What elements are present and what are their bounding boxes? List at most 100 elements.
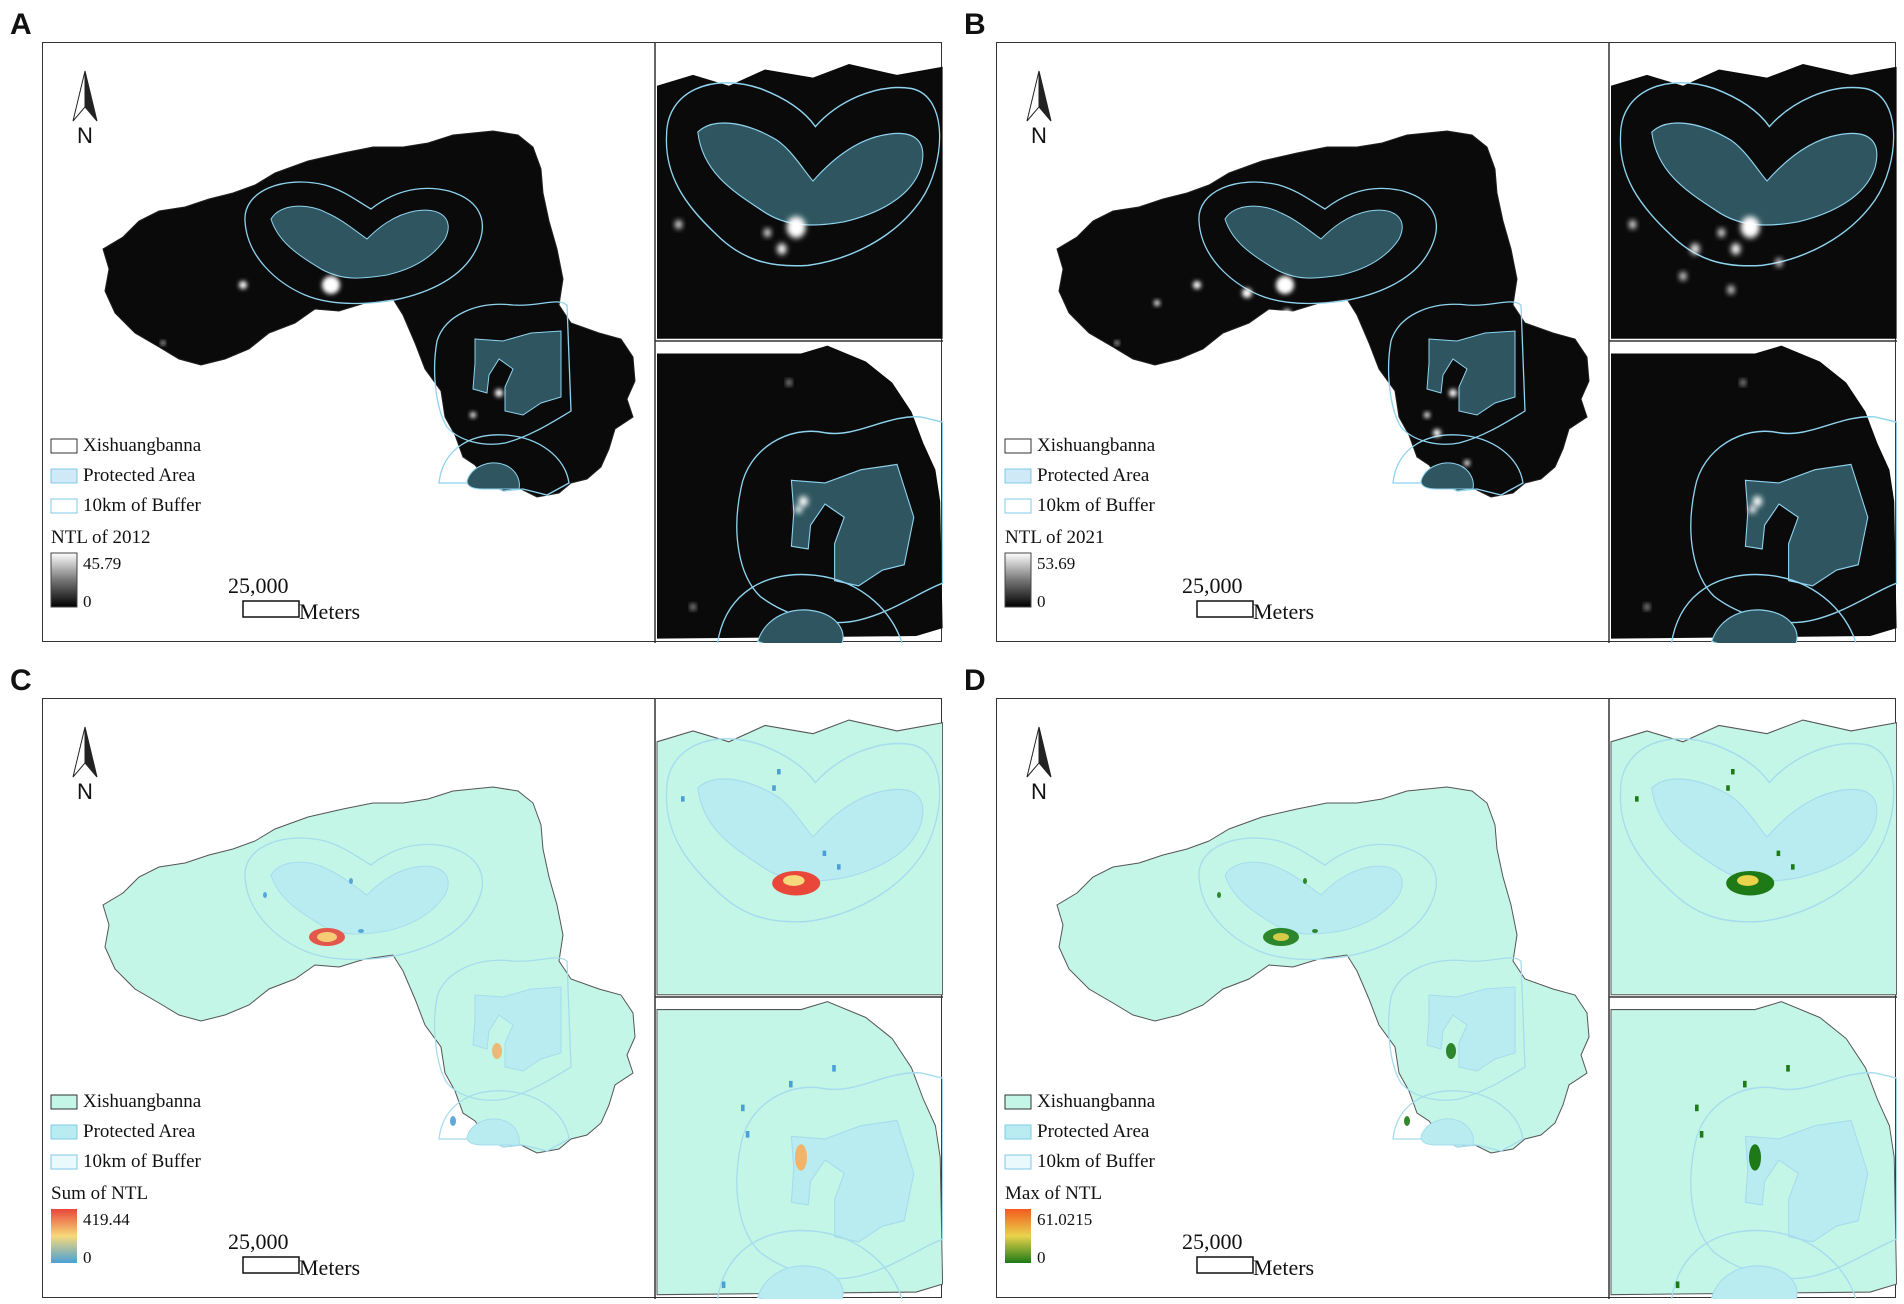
main-map [1056,130,1590,498]
light-spot [795,505,803,514]
scale-unit: Meters [299,1255,360,1280]
light-spot [777,243,787,255]
protected-area-south [466,462,520,490]
light-spot [1464,460,1470,466]
legend-swatch [50,468,78,484]
scale-bar-box [1196,1256,1254,1274]
legend-label-buffer: 10km of Buffer [83,495,202,516]
light-spot [1193,281,1201,289]
light-spot [1629,220,1637,229]
north-label: N [77,123,93,148]
main-map [102,786,636,1154]
legend: Xishuangbanna Protected Area 10km of Buffe… [1004,1091,1156,1267]
ntl-hotspot [822,850,827,857]
ntl-hotspot [1675,1281,1680,1289]
ntl-hotspot [1635,796,1639,802]
north-label: N [77,779,93,804]
light-spot [675,220,683,229]
main-map [1056,786,1590,1154]
legend-label-protected-area: Protected Area [83,1121,196,1142]
scale-bar-box [242,600,300,618]
inset-buffer [736,416,943,624]
inset-map-east [1610,1001,1897,1299]
light-spot [690,604,696,610]
ntl-hotspot [263,892,267,898]
scale-bar-box [242,1256,300,1274]
ntl-hotspot [450,1116,456,1126]
map-svg: N Xishuangbanna Protected Area 10km of Buff… [50,699,943,1299]
buffer-zone-north [1198,181,1437,305]
light-spot [470,412,476,418]
scale-unit: Meters [299,599,360,624]
north-arrow-icon: N [72,726,98,804]
panel-letter-b: B [964,8,986,41]
ramp-min-label: 0 [83,592,92,611]
inset-protected-area [697,778,924,882]
inset-protected-area [1744,1119,1869,1243]
protected-area-east [472,986,562,1072]
legend-label-region: Xishuangbanna [83,435,202,456]
light-spot [1424,412,1430,418]
inset-protected-area-south [1711,1265,1798,1299]
ramp-max-label: 45.79 [83,554,121,573]
light-spot [1752,496,1763,507]
legend-label-protected-area: Protected Area [83,465,196,486]
buffer-zone-north [244,837,483,961]
ramp-max-label: 53.69 [1037,554,1075,573]
buffer-zone-east [433,301,572,445]
light-spot [239,281,247,289]
ntl-hotspot [1726,785,1730,791]
ntl-hotspot [789,1080,793,1088]
legend-swatch [1004,1154,1032,1170]
legend-swatch [1004,1094,1032,1110]
scale-bar: 25,000 Meters [228,1229,360,1280]
scale-value: 25,000 [1182,1229,1243,1254]
legend-label-region: Xishuangbanna [1037,435,1156,456]
legend: Xishuangbanna Protected Area 10km of Buffe… [50,435,202,611]
legend-label-protected-area: Protected Area [1037,465,1150,486]
light-spot [1449,389,1457,397]
ntl-hotspot [795,1144,807,1171]
inset-map-east [656,1001,943,1299]
ntl-hotspot [681,796,685,802]
map-panel-a: N Xishuangbanna Protected Area 10km of Buff… [42,42,943,643]
north-label: N [1031,779,1047,804]
protected-area-north [270,861,449,935]
ntl-hotspot [317,932,337,942]
inset-protected-area [790,1119,915,1243]
color-ramp [1005,1209,1031,1263]
light-spot [1283,309,1291,317]
scale-unit: Meters [1253,1255,1314,1280]
light-spot [1727,285,1735,294]
buffer-zone-east [433,957,572,1101]
inset-buffer-south [1670,573,1857,643]
north-arrow-icon: N [1026,726,1052,804]
light-spot [1433,429,1441,437]
buffer-zone-north [1198,837,1437,961]
ntl-hotspot [783,875,805,886]
legend-label-region: Xishuangbanna [1037,1091,1156,1112]
ntl-hotspot [1273,933,1289,941]
scale-bar: 25,000 Meters [1182,1229,1314,1280]
ntl-hotspot [1776,850,1781,857]
legend-label-protected-area: Protected Area [1037,1121,1150,1142]
ntl-hotspot [745,1131,750,1138]
map-svg: N Xishuangbanna Protected Area 10km of Buff… [1004,699,1897,1299]
legend-swatch [1004,1124,1032,1140]
legend-label-buffer: 10km of Buffer [1037,1151,1156,1172]
light-spot [1679,272,1687,281]
light-spot [1731,243,1741,255]
ramp-title: Max of NTL [1005,1183,1102,1204]
buffer-zone-south [1392,434,1524,496]
ntl-hotspot [1737,875,1759,886]
protected-area-east [1426,330,1516,416]
light-spot [1749,505,1757,514]
legend: Xishuangbanna Protected Area 10km of Buffe… [1004,435,1156,611]
light-spot [1740,216,1760,239]
ntl-hotspot [721,1281,726,1289]
legend: Xishuangbanna Protected Area 10km of Buffe… [50,1091,202,1267]
ntl-hotspot [1303,878,1307,884]
protected-area-north [1224,861,1403,935]
light-spot [1740,379,1746,386]
inset-protected-area [790,463,915,587]
